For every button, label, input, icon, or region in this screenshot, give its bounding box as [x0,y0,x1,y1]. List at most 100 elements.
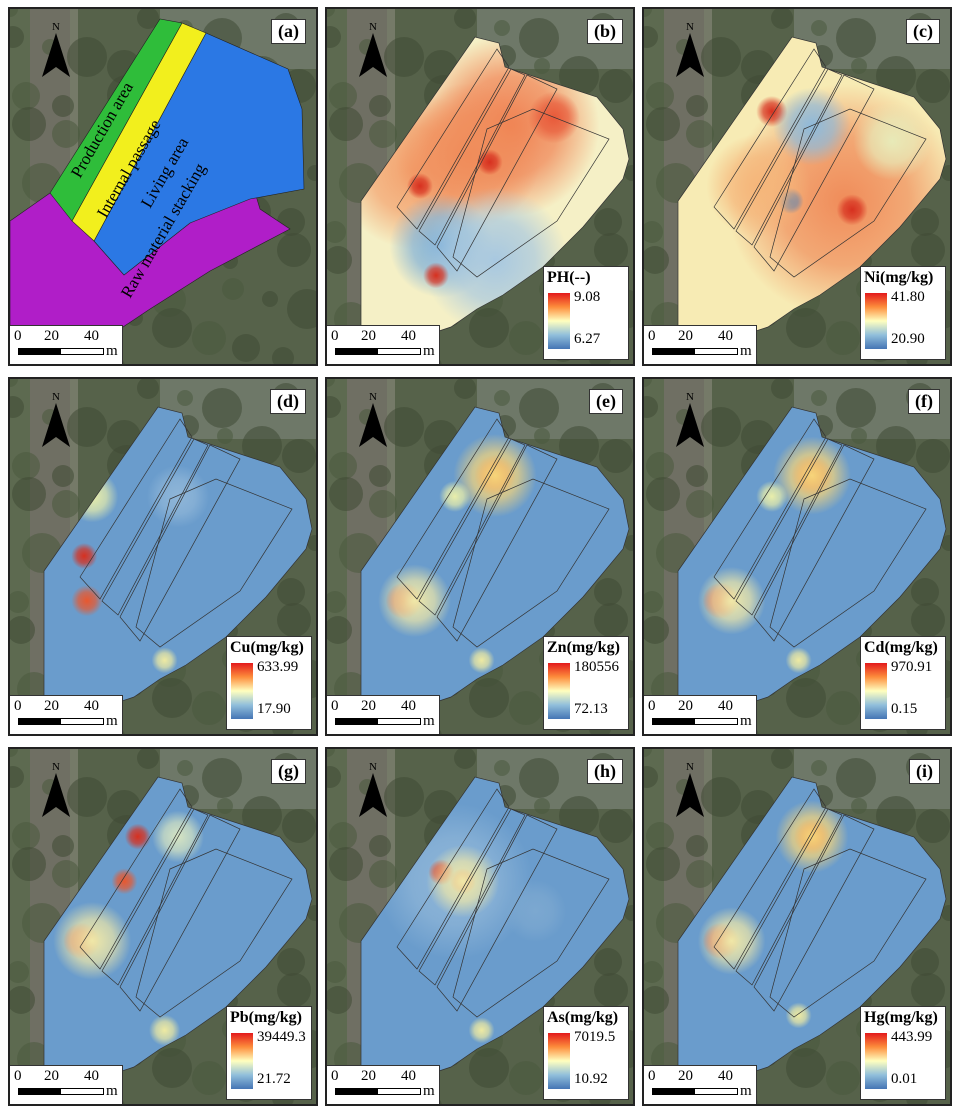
scale-tick: 40 [401,328,416,344]
scale-bar: 0 20 40 m [10,325,123,364]
north-label: N [52,391,60,403]
legend-ramp [865,663,887,719]
hotspot [53,901,132,980]
scale-unit: m [740,713,752,729]
panel-label: (h) [587,759,623,784]
scale-tick: 0 [648,1068,656,1084]
legend-title: Hg(mg/kg) [864,1009,938,1026]
legend-ramp [865,293,887,349]
hotspot [697,566,766,635]
scale-unit: m [106,343,118,359]
scale-tick: 0 [14,698,22,714]
north-arrow-icon: N [353,391,393,451]
scale-bar: 0 20 40 m [10,1065,123,1104]
panel-label: (a) [271,19,306,44]
scale-unit: m [423,713,435,729]
hotspot [124,823,151,850]
scale-bar: 0 20 40 m [10,695,123,734]
legend-max: 443.99 [891,1029,933,1045]
legend-title: Cd(mg/kg) [864,639,938,656]
north-label: N [686,21,694,33]
panel-label: (e) [589,389,623,414]
hotspot [151,647,178,674]
map-panel: N 0 20 40 m (d) Cu(mg/kg) 633.99 17.90 [8,377,318,736]
panel-label: (i) [909,759,940,784]
scale-tick: 0 [14,1068,22,1084]
scale-tick: 20 [678,328,693,344]
legend-min: 72.13 [574,701,608,717]
color-legend: Zn(mg/kg) 180556 72.13 [543,636,629,730]
north-label: N [52,761,60,773]
scale-tick: 40 [401,698,416,714]
north-label: N [52,21,60,33]
legend-max: 7019.5 [574,1029,616,1045]
hotspot [773,87,851,166]
legend-min: 17.90 [257,701,291,717]
color-legend: PH(--) 9.08 6.27 [543,266,629,360]
map-panel: N 0 20 40 m (e) Zn(mg/kg) 180556 72.13 [325,377,635,736]
panel-label: (g) [271,759,306,784]
scale-bar: 0 20 40 m [327,695,440,734]
map-panel: N 0 20 40 m (b) PH(--) 9.08 6.27 [325,7,635,366]
north-arrow-icon: N [353,761,393,821]
scale-tick: 20 [44,1068,59,1084]
color-legend: Cd(mg/kg) 970.91 0.15 [860,636,946,730]
color-legend: Cu(mg/kg) 633.99 17.90 [226,636,312,730]
map-panel: N 0 20 40 m (f) Cd(mg/kg) 970.91 0.15 [642,377,952,736]
color-legend: Pb(mg/kg) 39449.3 21.72 [226,1006,312,1100]
north-label: N [686,761,694,773]
legend-max: 633.99 [257,659,299,675]
scale-tick: 20 [361,698,376,714]
legend-max: 9.08 [574,289,601,305]
panel-label: (c) [906,19,940,44]
north-label: N [369,391,377,403]
scale-unit: m [740,343,752,359]
legend-ramp [548,1033,570,1089]
scale-tick: 40 [84,698,99,714]
scale-unit: m [106,713,118,729]
hotspot [423,262,450,289]
hotspot [426,844,500,918]
scale-tick: 20 [678,1068,693,1084]
legend-title: Zn(mg/kg) [547,639,620,656]
scale-tick: 40 [84,328,99,344]
panel-label: (b) [587,19,623,44]
hotspot [378,564,451,638]
scale-unit: m [423,1083,435,1099]
scale-tick: 0 [331,698,339,714]
north-label: N [369,21,377,33]
legend-title: As(mg/kg) [547,1009,619,1026]
scale-tick: 40 [718,1068,733,1084]
hotspot [71,543,98,569]
scale-tick: 0 [14,328,22,344]
hotspot [785,1002,812,1029]
north-arrow-icon: N [36,391,76,451]
legend-title: Ni(mg/kg) [864,269,934,286]
scale-tick: 0 [331,328,339,344]
map-panel: N 0 20 40 m (g) Pb(mg/kg) 39449.3 21.72 [8,747,318,1106]
map-canvas [644,379,950,734]
legend-min: 6.27 [574,331,601,347]
scale-unit: m [106,1083,118,1099]
color-legend: As(mg/kg) 7019.5 10.92 [543,1006,629,1100]
hotspot [468,647,495,674]
legend-ramp [231,663,253,719]
north-arrow-icon: N [670,391,710,451]
scale-tick: 20 [44,698,59,714]
legend-ramp [548,663,570,719]
scale-tick: 40 [718,698,733,714]
scale-bar: 0 20 40 m [327,1065,440,1104]
scale-bar: 0 20 40 m [644,325,757,364]
legend-ramp [231,1033,253,1089]
legend-min: 0.01 [891,1071,918,1087]
hotspot [773,436,851,515]
scale-bar: 0 20 40 m [327,325,440,364]
color-legend: Ni(mg/kg) 41.80 20.90 [860,266,946,360]
legend-max: 41.80 [891,289,925,305]
hotspot [836,194,868,226]
hotspot [476,149,503,176]
north-arrow-icon: N [36,21,76,81]
legend-title: Cu(mg/kg) [230,639,304,656]
hotspot [149,1014,181,1046]
hotspot [439,480,471,512]
